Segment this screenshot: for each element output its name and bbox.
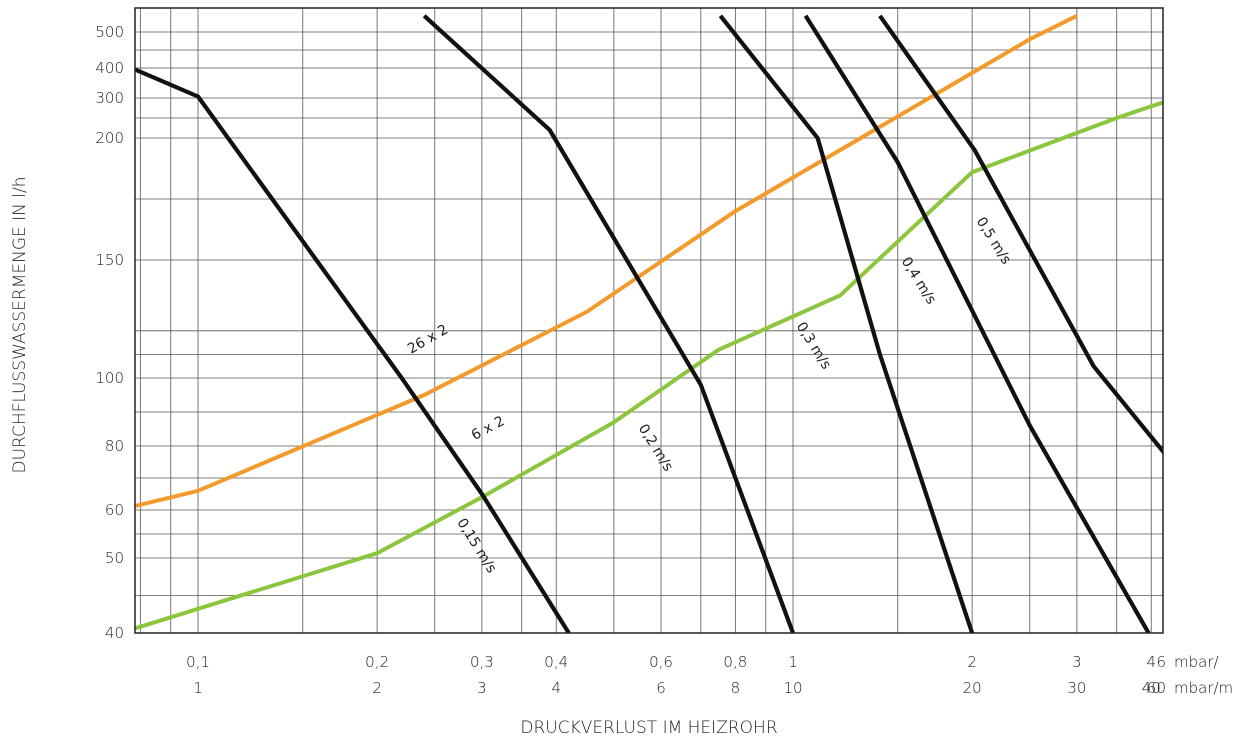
x-tick-label-bottom: 60 — [1147, 679, 1166, 697]
series-line — [422, 14, 795, 633]
x-tick-label-top: 3 — [1072, 653, 1082, 671]
y-axis-title: DURCHFLUSSWASSERMENGE IN l/h — [10, 176, 30, 473]
y-tick-label: 100 — [95, 369, 124, 387]
x-tick-label-top: 0,6 — [649, 653, 673, 671]
series-label: 26 x 2 — [405, 322, 451, 358]
y-tick-label: 400 — [95, 59, 124, 77]
x-tick-label-top: 2 — [967, 653, 977, 671]
x-tick-label-top: 0,2 — [365, 653, 389, 671]
x-tick-label-bottom: 8 — [731, 679, 741, 697]
series-line — [135, 14, 1078, 509]
y-tick-label: 500 — [95, 23, 124, 41]
series-label: 0,15 m/s — [453, 516, 499, 576]
x-tick-label-bottom: 3 — [477, 679, 487, 697]
series-label: 0,5 m/s — [973, 214, 1014, 267]
x-tick-label-top: 0,3 — [470, 653, 494, 671]
series-line — [135, 67, 571, 633]
series-layer — [135, 14, 1163, 633]
series-label: 6 x 2 — [469, 413, 507, 444]
x-tick-label-top: 0,8 — [723, 653, 747, 671]
y-tick-label: 50 — [105, 549, 124, 567]
x-tick-label-top: 4 — [1146, 653, 1156, 671]
x-axis-title: DRUCKVERLUST IM HEIZROHR — [520, 718, 777, 738]
x-tick-label-bottom: 40 — [1142, 679, 1161, 697]
y-tick-label: 200 — [95, 129, 124, 147]
x-tick-label-top: 0,4 — [544, 653, 568, 671]
grid-lines — [135, 8, 1163, 633]
y-tick-label: 300 — [95, 89, 124, 107]
x-tick-label-top: 0,1 — [186, 653, 210, 671]
x-tick-label-top: 6 — [1156, 653, 1166, 671]
series-labels: 26 x 2 6 x 2 0,15 m/s 0,2 m/s 0,3 m/s 0,4 m/s… — [405, 214, 1014, 576]
x-tick-label-bottom: 2 — [372, 679, 382, 697]
series-line — [803, 14, 1151, 633]
series-label: 0,4 m/s — [898, 254, 939, 307]
x-tick-label-bottom: 4 — [551, 679, 561, 697]
y-axis-ticks: 40 50 60 80 100 150 200 300 400 500 — [95, 23, 124, 642]
x-tick-label-bottom: 20 — [963, 679, 982, 697]
series-label: 0,3 m/s — [793, 319, 834, 372]
x-unit-top: mbar/ — [1174, 653, 1219, 671]
y-tick-label: 150 — [95, 251, 124, 269]
x-tick-label-top: 1 — [788, 653, 798, 671]
x-tick-label-bottom: 30 — [1067, 679, 1086, 697]
y-tick-label: 80 — [105, 437, 124, 455]
series-line — [718, 14, 975, 633]
x-tick-label-bottom: 6 — [656, 679, 666, 697]
x-unit-bottom: mbar/m — [1174, 679, 1233, 697]
series-label: 0,2 m/s — [635, 421, 676, 474]
y-tick-label: 60 — [105, 501, 124, 519]
x-tick-label-bottom: 10 — [783, 679, 802, 697]
plot-frame — [134, 7, 1164, 634]
series-line — [878, 14, 1163, 455]
series-line — [135, 100, 1163, 631]
x-axis-ticks: 0,1 1 0,2 2 0,3 3 0,4 4 0,6 6 0,8 8 1 10 2 20 3 30 4 40 6 60 m… — [186, 653, 1233, 697]
x-tick-label-bottom: 1 — [193, 679, 203, 697]
y-tick-label: 40 — [105, 624, 124, 642]
